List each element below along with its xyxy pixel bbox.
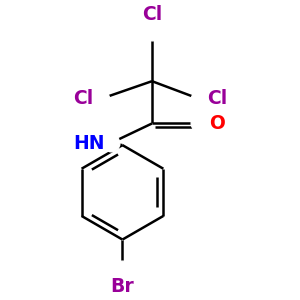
Text: HN: HN xyxy=(73,134,105,153)
Text: Cl: Cl xyxy=(142,5,162,24)
Text: Cl: Cl xyxy=(73,89,93,108)
Text: Br: Br xyxy=(111,277,134,296)
Text: O: O xyxy=(209,114,225,133)
Text: Cl: Cl xyxy=(207,89,227,108)
